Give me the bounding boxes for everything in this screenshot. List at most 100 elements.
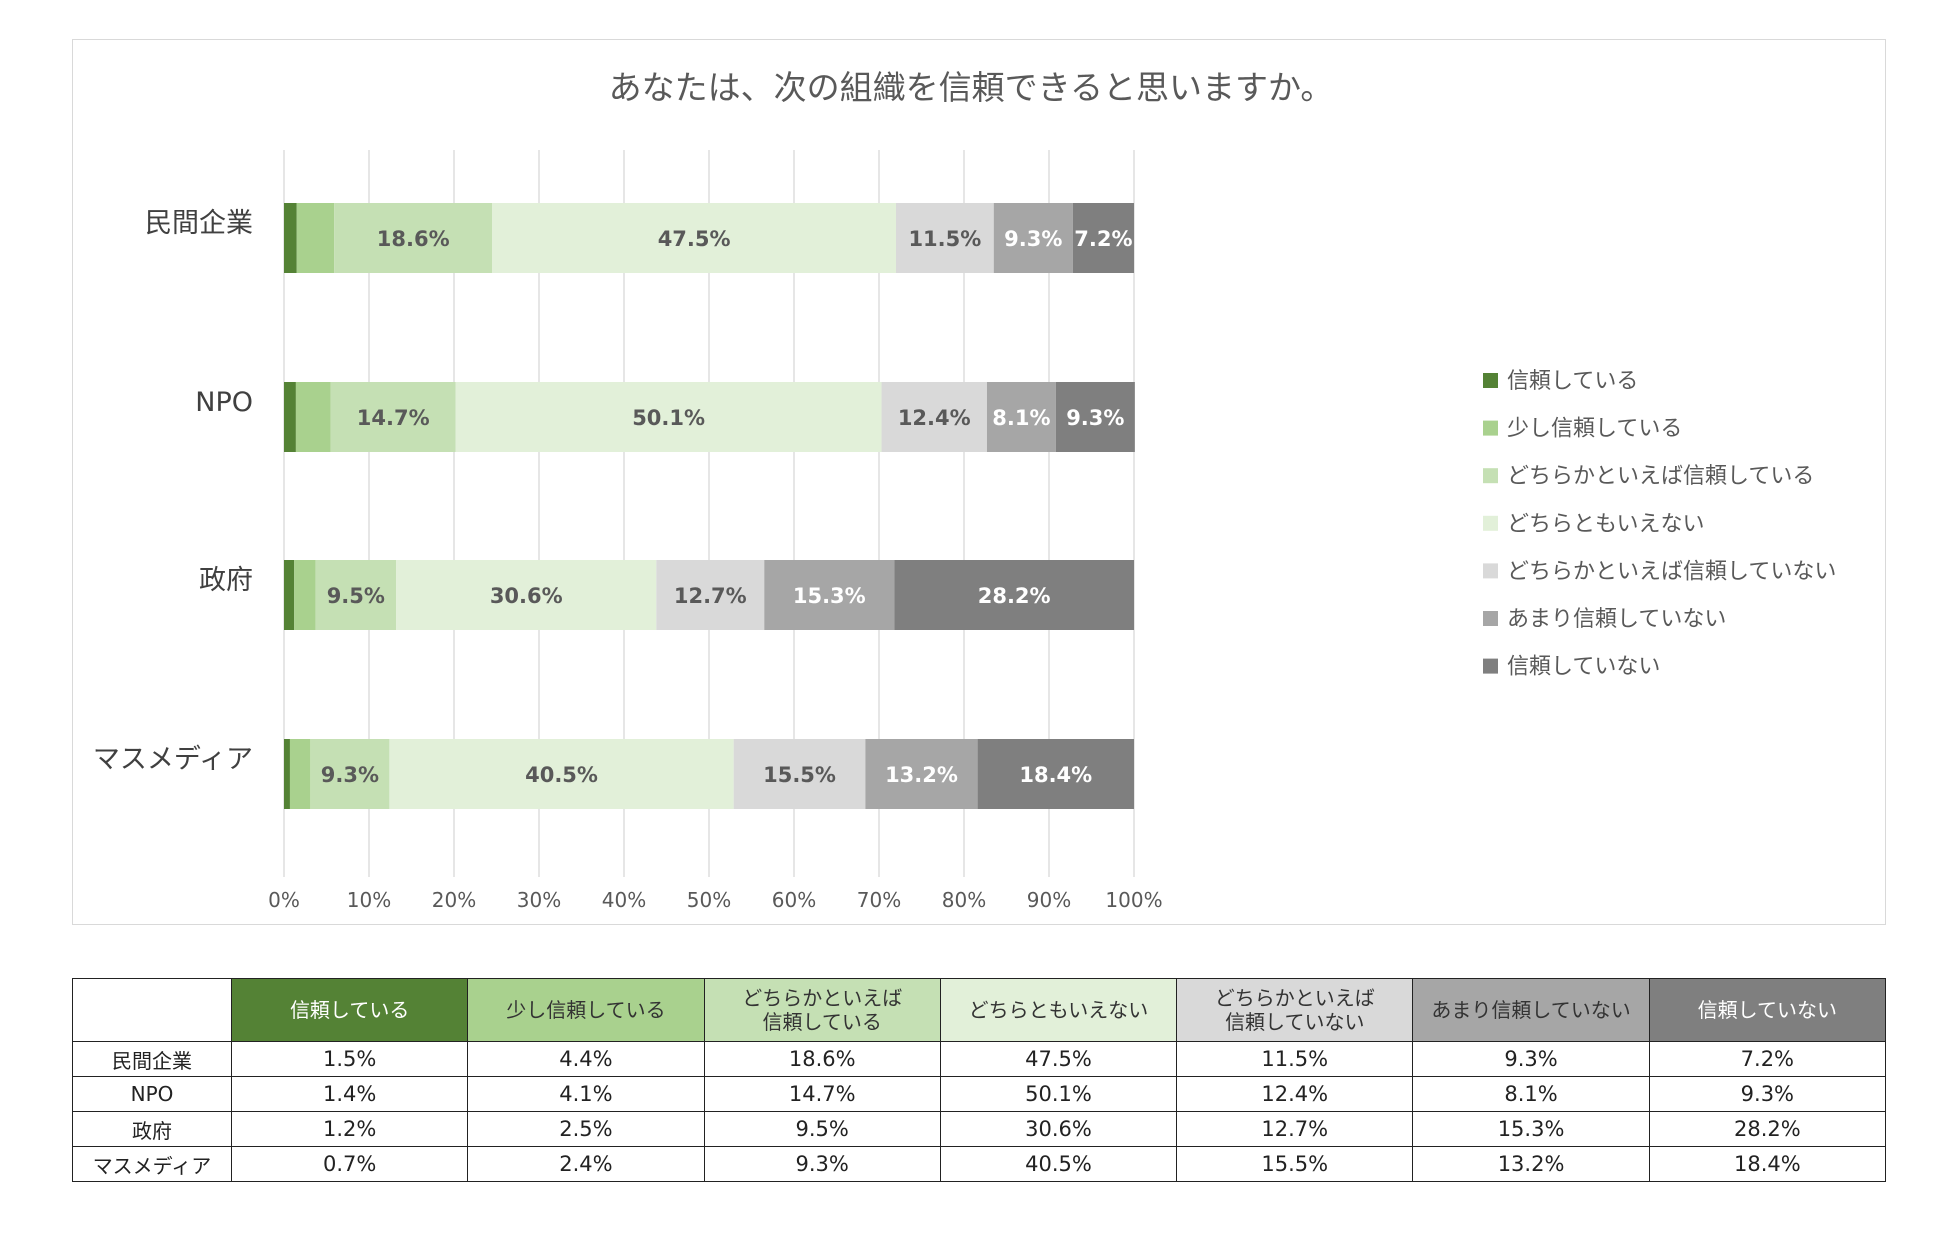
data-table: 信頼している 少し信頼している どちらかといえば 信頼している どちらともいえない どち… [72,978,1887,1182]
bar-segment [289,739,311,809]
table-header-label: どちらかといえば 信頼していない [1214,986,1375,1034]
table-body: 民間企業 1.5% 4.4% 18.6% 47.5% 11.5% 9.3% 7.2% NPO 1.… [72,1041,1887,1182]
category-label: NPO [195,387,253,418]
legend-label: 信頼していない [1507,655,1660,680]
data-label: 12.4% [898,406,971,430]
category-label: マスメディア [93,744,253,775]
table-row-label: 民間企業 [72,1041,232,1077]
table-cell: 15.3% [1412,1111,1650,1147]
data-label: 8.1% [992,406,1050,430]
table-header-cell: あまり信頼していない [1412,978,1650,1042]
table-cell: 14.7% [703,1076,941,1112]
data-label: 50.1% [632,406,705,430]
category-label: 政府 [199,565,253,596]
x-tick-label: 10% [347,888,391,912]
bar-segment [865,739,978,809]
data-label: 11.5% [908,227,981,251]
x-tick-label: 40% [602,888,646,912]
bar-segment [896,203,994,273]
data-label: 15.3% [793,584,866,608]
table-header-cell: どちらともいえない [939,978,1178,1042]
table-cell: 9.3% [1412,1041,1650,1077]
data-label: 13.2% [885,763,958,787]
bar-segment [284,739,290,809]
legend-swatch [1483,373,1498,388]
legend-swatch [1483,515,1498,531]
data-label: 30.6% [490,584,563,608]
legend-label: 信頼している [1507,369,1638,394]
table-cell: 40.5% [939,1146,1178,1182]
bar-segment [334,203,493,273]
category-label: 民間企業 [145,208,253,239]
bar-segment [977,739,1134,809]
table-cell: 12.7% [1176,1111,1414,1147]
table-row: マスメディア 0.7% 2.4% 9.3% 40.5% 15.5% 13.2% 18.4% [72,1146,1887,1182]
table-row: 政府 1.2% 2.5% 9.5% 30.6% 12.7% 15.3% 28.2% [72,1111,1887,1147]
table-cell: 47.5% [939,1041,1178,1077]
data-labels: 18.6% 47.5% 11.5% 9.3% 7.2% 14.7% 50.1% 12.4% 8.… [321,227,1133,787]
table-header-cell: どちらかといえば 信頼している [703,978,941,1042]
bar-segment [1072,203,1134,273]
table-cell: 4.4% [467,1041,705,1077]
stacked-bar-chart: あなたは、次の組織を信頼できると思いますか。 18.6% 47.5% 11.5% 9.… [93,68,1836,912]
bar-segment [733,739,866,809]
x-axis-tick-labels: 0% 10% 20% 30% 40% 50% 60% 70% 80% 90% 100% [268,888,1162,912]
legend-label: どちらかといえば信頼していない [1507,559,1836,584]
bar-segment [294,560,316,630]
x-tick-label: 90% [1027,888,1071,912]
legend-swatch [1483,658,1498,674]
bar-segment [315,560,397,630]
bar-segment [330,382,456,452]
table-cell: 2.4% [467,1146,705,1182]
legend-label: 少し信頼している [1507,417,1682,442]
table-row-label: NPO [72,1076,232,1112]
data-label: 15.5% [763,763,836,787]
data-label: 9.3% [1004,227,1062,251]
table-cell: 12.4% [1176,1076,1414,1112]
x-tick-label: 60% [772,888,816,912]
table-cell: 4.1% [467,1076,705,1112]
bars [284,203,1135,809]
table-cell: 18.6% [703,1041,941,1077]
bar-segment [492,203,896,273]
legend-label: あまり信頼していない [1507,607,1726,632]
table-header-label: どちらともいえない [968,998,1149,1022]
chart-panel: あなたは、次の組織を信頼できると思いますか。 18.6% 47.5% 11.5% 9.… [72,39,1886,925]
data-label: 7.2% [1074,227,1132,251]
table-header-cell: 少し信頼している [467,978,705,1042]
table-cell: 13.2% [1412,1146,1650,1182]
table-cell: 1.2% [230,1111,469,1147]
legend-swatch [1483,420,1498,436]
table-header-cell: 信頼していない [1648,978,1887,1042]
table-header-label: どちらかといえば 信頼している [742,986,903,1034]
x-tick-label: 70% [857,888,901,912]
x-tick-label: 50% [687,888,731,912]
bar-segment [881,382,987,452]
table-header-label: 少し信頼している [506,998,666,1022]
x-tick-label: 80% [942,888,986,912]
table-cell: 15.5% [1176,1146,1414,1182]
table-cell: 30.6% [939,1111,1178,1147]
table-cell: 1.4% [230,1076,469,1112]
table-cell: 18.4% [1648,1146,1887,1182]
bar-segment [389,739,734,809]
bar-segment [894,560,1134,630]
table-corner-cell [72,978,232,1042]
table-cell: 9.3% [1648,1076,1887,1112]
x-tick-label: 100% [1105,888,1162,912]
bar-segment [284,560,295,630]
bar-segment [310,739,390,809]
bar-segment [284,382,296,452]
table-cell: 8.1% [1412,1076,1650,1112]
data-label: 18.4% [1019,763,1092,787]
x-tick-label: 30% [517,888,561,912]
table-cell: 0.7% [230,1146,469,1182]
table-header-row: 信頼している 少し信頼している どちらかといえば 信頼している どちらともいえない どち… [72,978,1887,1042]
table-row: 民間企業 1.5% 4.4% 18.6% 47.5% 11.5% 9.3% 7.2% [72,1041,1887,1077]
legend-swatch [1483,563,1498,579]
table-cell: 9.3% [703,1146,941,1182]
bar-segment [396,560,657,630]
table-header-cell: どちらかといえば 信頼していない [1176,978,1414,1042]
table-cell: 28.2% [1648,1111,1887,1147]
